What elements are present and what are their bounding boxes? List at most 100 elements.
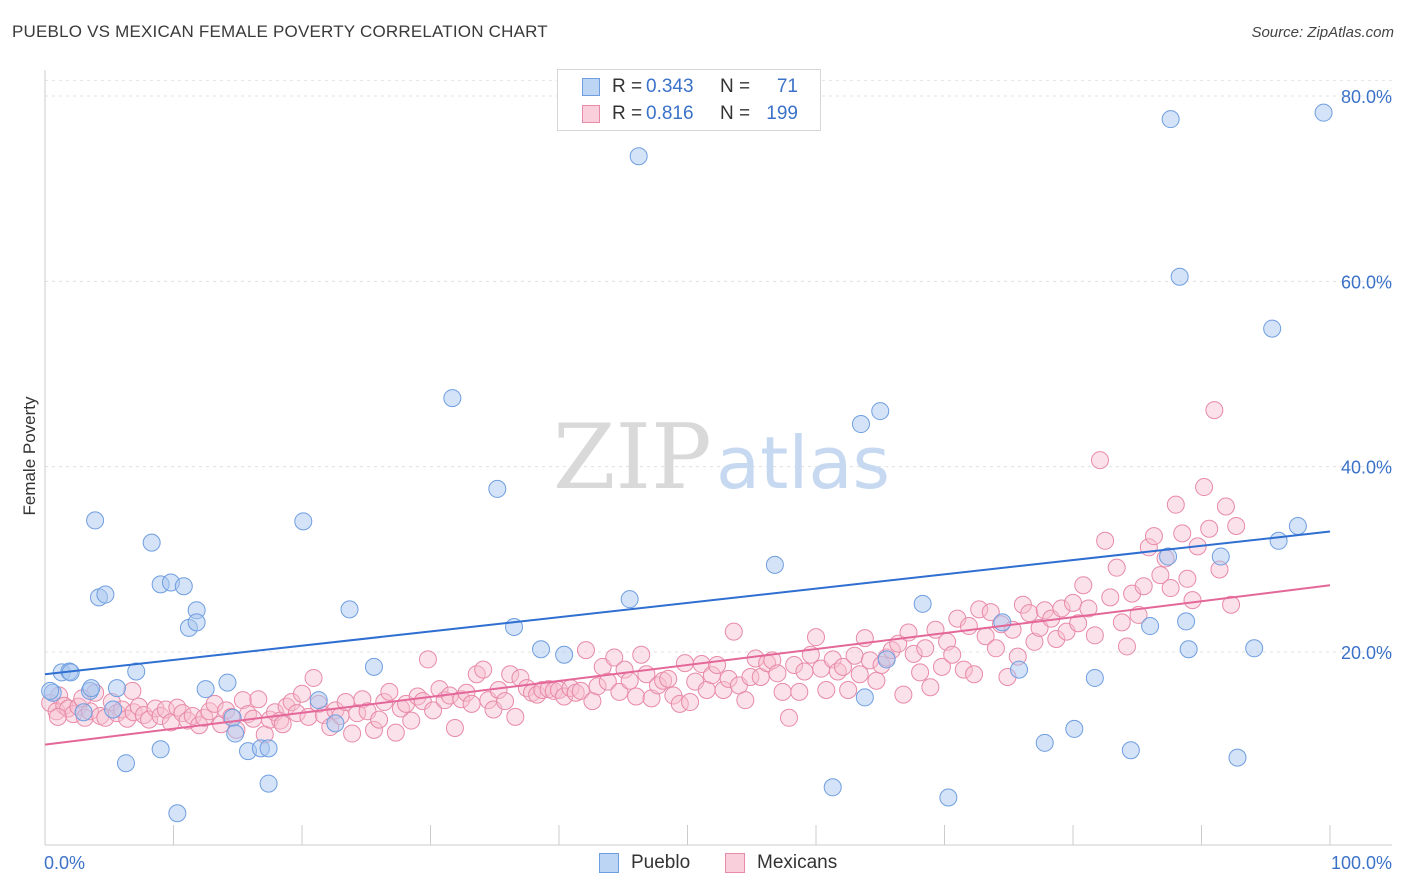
mexicans-point (790, 682, 809, 701)
pueblo-point (1288, 516, 1307, 535)
mexicans-point (364, 720, 383, 739)
gridlines (45, 79, 1392, 653)
mexicans-point (1178, 569, 1197, 588)
mexicans-point (380, 682, 399, 701)
pueblo-point (765, 555, 784, 574)
mexicans-point (467, 665, 486, 684)
legend-row-mexicans: R = 0.816 N = 199 (558, 101, 798, 127)
mexicans-point (1096, 531, 1115, 550)
mexicans-point (1074, 576, 1093, 595)
series-label-mexicans: Mexicans (757, 852, 838, 873)
mexicans-point (1216, 497, 1235, 516)
mexicans-point (620, 671, 639, 690)
pueblo-point (74, 703, 93, 722)
y-tick-label: 60.0% (1341, 272, 1392, 292)
mexicans-point (1173, 524, 1192, 543)
mexicans-point (418, 650, 437, 669)
watermark-zip: ZIP (553, 405, 712, 510)
legend-r-label: R = (612, 103, 643, 124)
mexicans-point (610, 682, 629, 701)
mexicans-point (736, 691, 755, 710)
legend-n-label: N = (720, 76, 751, 97)
series-swatch-mexicans (725, 853, 745, 873)
mexicans-point (273, 715, 292, 734)
mexicans-point (970, 600, 989, 619)
y-tick-labels: 20.0% 40.0% 60.0% 80.0% (1341, 87, 1392, 663)
mexicans-point (293, 684, 311, 703)
pueblo-point (939, 788, 958, 807)
mexicans-point (424, 701, 443, 720)
mexicans-point (1129, 605, 1148, 624)
mexicans-point (402, 711, 421, 730)
pueblo-point (1035, 733, 1054, 752)
legend-r-label: R = (612, 76, 643, 97)
mexicans-point (850, 665, 869, 684)
pueblo-point (104, 700, 123, 719)
pueblo-point (223, 708, 242, 727)
mexicans-point (1047, 630, 1066, 649)
legend-r-value: 0.343 (646, 76, 694, 97)
pueblo-point (855, 688, 874, 707)
pueblo-point (86, 511, 105, 530)
series-legend-mexicans: Mexicans (725, 852, 837, 874)
mexicans-point (845, 646, 864, 665)
chart-title: PUEBLO VS MEXICAN FEMALE POVERTY CORRELA… (12, 22, 548, 41)
pueblo-point (187, 613, 206, 632)
x-tick-label-start: 0.0% (44, 853, 85, 873)
mexicans-point (501, 665, 520, 684)
mexicans-point (183, 706, 202, 725)
mexicans-point (921, 678, 940, 697)
series-label-pueblo: Pueblo (631, 852, 691, 873)
pueblo-point (913, 594, 932, 613)
pueblo-point (127, 662, 146, 681)
mexicans-point (1117, 637, 1136, 656)
mexicans-point (605, 648, 624, 667)
mexicans-point (1052, 599, 1071, 618)
mexicans-point (1107, 558, 1126, 577)
pueblo-point (218, 673, 237, 692)
mexicans-point (430, 680, 449, 699)
mexicans-point (675, 654, 694, 673)
legend-n-value: 71 (776, 76, 798, 97)
pueblo-point (1269, 531, 1288, 550)
pueblo-point (1159, 547, 1178, 566)
mexicans-point (1166, 495, 1185, 514)
mexicans-point (462, 694, 481, 713)
pueblo-point (620, 590, 639, 609)
mexicans-trend-line (44, 584, 1331, 746)
mexicans-point (1161, 579, 1180, 598)
mexicans-point (1200, 519, 1219, 538)
mexicans-point (1025, 632, 1044, 651)
pueblo-point (168, 804, 187, 823)
pueblo-point (823, 778, 842, 797)
legend-row-pueblo: R = 0.343 N = 71 (558, 74, 798, 100)
mexicans-point (370, 710, 389, 729)
mexicans-point (823, 650, 842, 669)
mexicans-point (867, 671, 886, 690)
pueblo-point (151, 740, 170, 759)
mexicans-point (1085, 626, 1104, 645)
y-tick-label: 80.0% (1341, 87, 1392, 107)
pueblo-point (1263, 319, 1282, 338)
pueblo-point (294, 512, 313, 531)
mexicans-point (1090, 451, 1109, 470)
mexicans-point (124, 703, 143, 722)
mexicans-point (1195, 478, 1214, 497)
mexicans-point (506, 707, 525, 726)
mexicans-point (118, 709, 137, 728)
mexicans-point (496, 692, 515, 711)
pueblo-point (1065, 719, 1084, 738)
mexicans-point (916, 639, 935, 658)
legend-swatch-pueblo (582, 78, 600, 96)
pueblo-point (1179, 640, 1198, 659)
mexicans-point (1151, 566, 1170, 585)
mexicans-point (1069, 614, 1088, 633)
pueblo-point (993, 613, 1012, 632)
mexicans-point (1183, 591, 1202, 610)
pueblo-point (555, 645, 574, 664)
pueblo-point (1010, 660, 1029, 679)
mexicans-point (588, 677, 607, 696)
mexicans-point (708, 655, 727, 674)
mexicans-point (702, 666, 721, 685)
